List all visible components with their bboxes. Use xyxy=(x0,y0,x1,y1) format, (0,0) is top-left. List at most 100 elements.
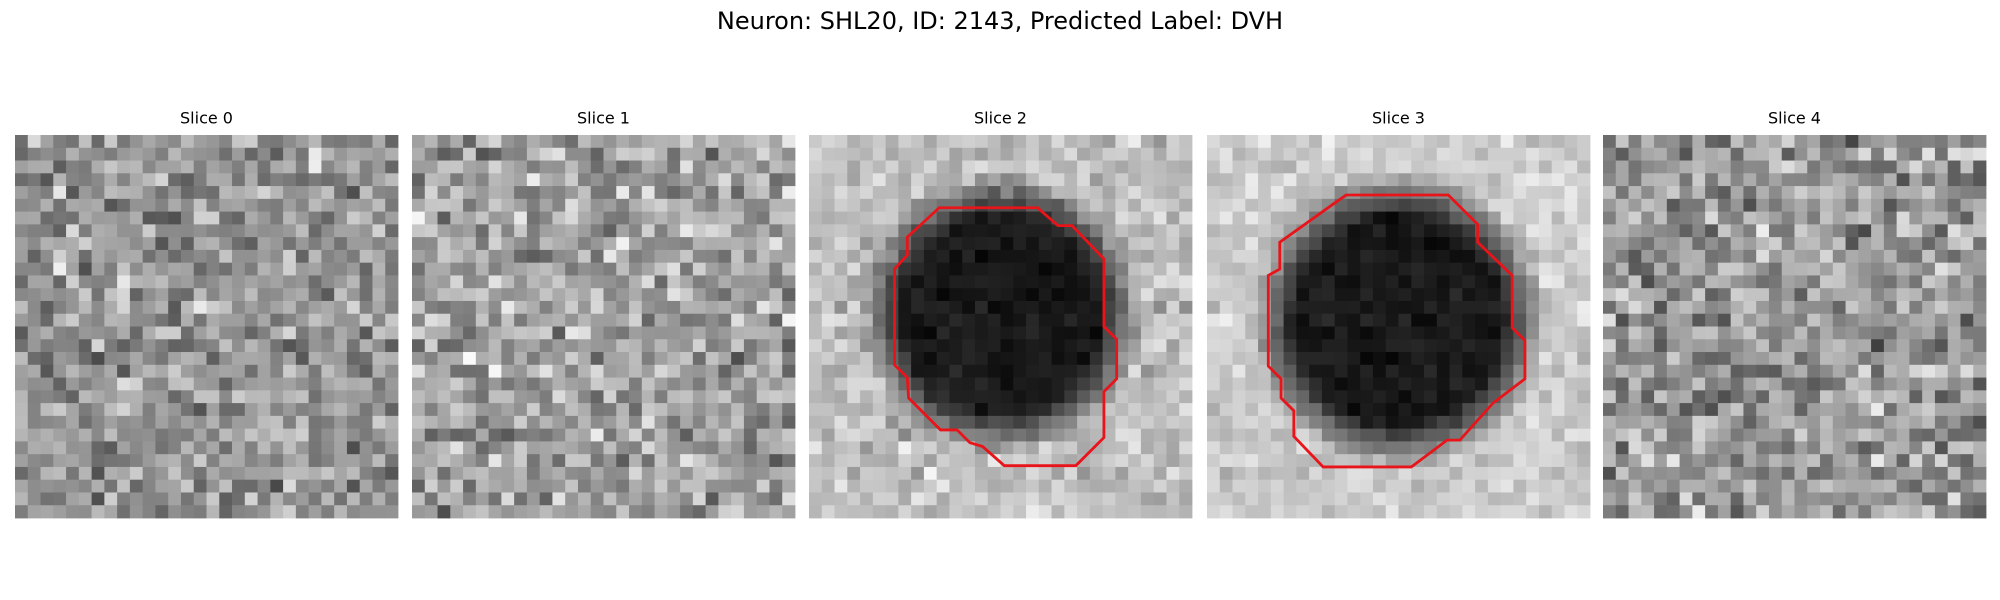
pixel xyxy=(885,198,899,212)
pixel xyxy=(1207,441,1221,455)
pixel xyxy=(885,415,899,430)
pixel xyxy=(219,390,233,404)
pixel xyxy=(1051,186,1065,200)
pixel xyxy=(1258,505,1272,519)
pixel xyxy=(1321,135,1336,149)
pixel xyxy=(1102,147,1116,161)
pixel xyxy=(1654,505,1668,519)
pixel xyxy=(501,352,515,366)
pixel xyxy=(359,492,373,506)
pixel xyxy=(809,147,823,161)
pixel xyxy=(1283,249,1297,264)
pixel xyxy=(718,275,732,289)
pixel xyxy=(847,249,861,264)
pixel xyxy=(1115,428,1129,442)
pixel xyxy=(1768,160,1783,174)
pixel xyxy=(1526,505,1540,519)
pixel xyxy=(756,492,770,506)
pixel xyxy=(1654,198,1668,212)
pixel xyxy=(488,249,502,264)
pixel xyxy=(654,160,668,174)
pixel xyxy=(1564,211,1578,225)
pixel xyxy=(283,505,297,519)
pixel xyxy=(1449,198,1463,212)
pixel xyxy=(1051,300,1065,315)
pixel xyxy=(616,173,630,187)
pixel xyxy=(1309,403,1323,417)
pixel xyxy=(743,198,758,212)
pixel xyxy=(1360,160,1374,174)
pixel xyxy=(1321,441,1336,455)
pixel xyxy=(1781,160,1795,174)
pixel xyxy=(155,186,169,200)
pixel xyxy=(692,466,707,481)
pixel xyxy=(1564,237,1578,251)
pixel xyxy=(168,211,182,225)
pixel xyxy=(1115,377,1129,391)
pixel xyxy=(412,505,426,519)
pixel xyxy=(911,237,925,251)
pixel xyxy=(936,147,950,161)
pixel xyxy=(821,262,835,276)
pixel xyxy=(308,339,322,353)
pixel xyxy=(1717,237,1732,251)
pixel xyxy=(974,479,989,493)
pixel xyxy=(539,479,553,493)
pixel xyxy=(821,505,835,519)
pixel xyxy=(40,135,54,149)
pixel xyxy=(1283,173,1297,187)
pixel xyxy=(654,300,668,315)
pixel xyxy=(283,186,297,200)
pixel xyxy=(424,466,438,481)
pixel xyxy=(603,428,617,442)
pixel xyxy=(782,211,796,225)
pixel xyxy=(1513,415,1527,430)
pixel xyxy=(692,390,707,404)
pixel xyxy=(1858,135,1872,149)
pixel xyxy=(552,339,566,353)
pixel xyxy=(821,224,835,238)
pixel xyxy=(501,454,515,468)
pixel xyxy=(1717,160,1732,174)
pixel xyxy=(603,403,617,417)
pixel xyxy=(987,377,1001,391)
pixel xyxy=(270,454,284,468)
pixel xyxy=(1896,339,1910,353)
pixel xyxy=(898,237,912,251)
pixel xyxy=(1883,479,1898,493)
pixel xyxy=(1794,262,1808,276)
pixel xyxy=(1756,249,1770,264)
pixel xyxy=(219,211,233,225)
pixel xyxy=(769,224,783,238)
pixel xyxy=(1102,275,1116,289)
pixel xyxy=(1283,288,1297,302)
pixel xyxy=(488,211,502,225)
pixel xyxy=(1743,492,1757,506)
pixel xyxy=(1564,224,1578,238)
pixel xyxy=(769,135,783,149)
pixel xyxy=(1334,415,1348,430)
pixel xyxy=(923,466,938,481)
pixel xyxy=(257,262,271,276)
pixel xyxy=(1166,403,1180,417)
pixel xyxy=(1436,186,1450,200)
pixel xyxy=(629,441,643,455)
pixel xyxy=(1666,237,1680,251)
pixel xyxy=(731,492,745,506)
pixel xyxy=(1334,364,1348,378)
pixel xyxy=(1794,173,1808,187)
pixel xyxy=(885,403,899,417)
pixel xyxy=(590,390,604,404)
pixel xyxy=(1820,390,1834,404)
pixel xyxy=(1756,352,1770,366)
pixel xyxy=(1411,300,1425,315)
pixel xyxy=(1730,505,1744,519)
pixel xyxy=(641,454,655,468)
pixel xyxy=(949,147,963,161)
pixel xyxy=(40,339,54,353)
pixel xyxy=(847,160,861,174)
pixel xyxy=(1462,377,1476,391)
pixel xyxy=(1487,186,1502,200)
pixel xyxy=(962,364,976,378)
pixel xyxy=(1679,160,1693,174)
